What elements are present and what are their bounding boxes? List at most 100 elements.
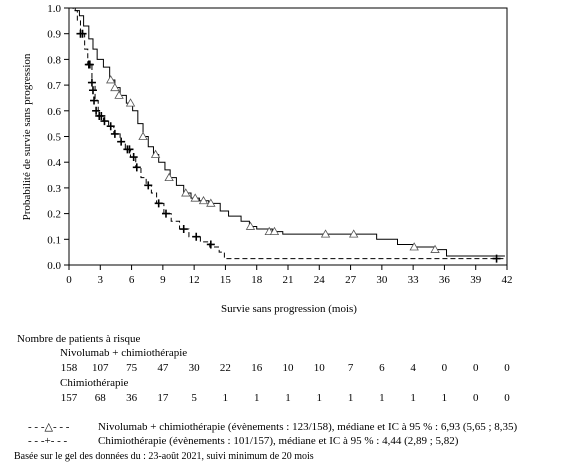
censor-marker-triangle bbox=[245, 221, 256, 230]
risk-count: 10 bbox=[282, 362, 294, 374]
y-tick-label: 0.0 bbox=[47, 260, 61, 272]
x-tick-label: 39 bbox=[470, 274, 482, 286]
y-tick-labels: 0.0 0.1 0.2 0.3 0.4 0.5 0.6 0.7 0.8 0.9 1.0 bbox=[47, 3, 69, 272]
risk-count: 1 bbox=[347, 392, 354, 404]
x-tick-label: 6 bbox=[129, 274, 135, 286]
km-chart: 0 3 6 9 12 15 18 21 24 27 30 33 36 39 42 0.00.10.20.30… bbox=[21, 3, 513, 315]
risk-row-nivolumab: 158 107 75 47 30 22 16 10 10 7 6 4 0 0 0 bbox=[0, 362, 572, 375]
y-tick-label: 0.6 bbox=[47, 106, 61, 118]
censor-marker-plus bbox=[154, 199, 163, 208]
censor-marker-plus bbox=[132, 163, 141, 172]
censor-marker-plus bbox=[117, 137, 126, 146]
x-tick-label: 3 bbox=[98, 274, 104, 286]
censor-marker-plus bbox=[125, 145, 134, 154]
plot-frame bbox=[68, 7, 508, 266]
censor-marker-plus bbox=[110, 129, 119, 138]
censor-marker-plus bbox=[92, 106, 101, 115]
y-axis-label: Probabilité de survie sans progression bbox=[21, 53, 33, 220]
censor-marker-plus bbox=[179, 225, 188, 234]
risk-count: 0 bbox=[504, 362, 510, 374]
risk-group-2-name: Chimiothérapie bbox=[60, 377, 129, 389]
censor-marker-plus bbox=[97, 111, 106, 120]
risk-group-1-name: Nivolumab + chimiothérapie bbox=[60, 347, 188, 359]
x-tick-label: 27 bbox=[345, 274, 357, 286]
series-line-chimio bbox=[69, 7, 505, 260]
censor-marker-triangle bbox=[110, 82, 120, 92]
censor-marker-plus bbox=[492, 254, 501, 263]
censor-marker-triangle bbox=[114, 90, 124, 99]
censor-marker-plus bbox=[144, 181, 153, 190]
x-tick-label: 24 bbox=[314, 274, 326, 286]
y-tick-label: 0.2 bbox=[47, 209, 61, 221]
censor-marker-triangle bbox=[320, 229, 331, 238]
censor-marker-plus bbox=[90, 96, 99, 105]
censor-marker-triangle bbox=[206, 198, 216, 207]
risk-row-chimio: 157 68 36 17 5 1 1 1 1 1 1 1 1 0 0 bbox=[0, 392, 572, 405]
legend-text-nivolumab: Nivolumab + chimiothérapie (évènements :… bbox=[98, 421, 518, 433]
risk-count: 1 bbox=[285, 392, 291, 404]
risk-count: 10 bbox=[313, 362, 325, 374]
x-tick-label: 30 bbox=[376, 274, 388, 286]
x-tick-label: 9 bbox=[160, 274, 166, 286]
censor-marker-triangle bbox=[106, 75, 116, 84]
censor-marker-triangle bbox=[269, 226, 280, 235]
risk-count: 4 bbox=[410, 362, 416, 374]
risk-count: 158 bbox=[60, 362, 78, 374]
legend-text-chimio: Chimiothérapie (évènements : 101/157), m… bbox=[98, 435, 459, 447]
y-tick-label: 0.3 bbox=[47, 183, 61, 195]
risk-count: 107 bbox=[92, 362, 109, 374]
risk-count: 157 bbox=[60, 392, 78, 404]
footnote: Basée sur le gel des données du : 23-aoû… bbox=[14, 451, 314, 462]
censor-marker-triangle bbox=[164, 172, 174, 182]
censor-marker-triangle bbox=[349, 229, 359, 238]
risk-count: 7 bbox=[347, 362, 354, 374]
risk-count: 22 bbox=[219, 362, 231, 374]
risk-count: 1 bbox=[222, 392, 229, 404]
y-tick-label: 0.4 bbox=[47, 157, 61, 169]
censor-marker-plus bbox=[206, 240, 215, 249]
risk-count: 75 bbox=[126, 362, 138, 374]
x-axis-label: Survie sans progression (mois) bbox=[221, 303, 357, 315]
legend-symbol-chimio: - - -+- - - bbox=[28, 435, 68, 447]
risk-count: 0 bbox=[504, 392, 510, 404]
chart-axes bbox=[68, 7, 508, 266]
x-tick-label: 36 bbox=[439, 274, 451, 286]
x-tick-label: 0 bbox=[66, 274, 72, 286]
x-tick-label: 21 bbox=[283, 274, 294, 286]
risk-count: 0 bbox=[472, 362, 479, 374]
censor-marker-triangle bbox=[181, 188, 191, 197]
x-tick-label: 18 bbox=[251, 274, 263, 286]
x-tick-label: 33 bbox=[408, 274, 420, 286]
censor-marker-triangle bbox=[125, 98, 136, 107]
risk-table-title: Nombre de patients à risque bbox=[17, 333, 141, 345]
censor-marker-plus bbox=[87, 78, 96, 87]
censor-marker-triangle bbox=[198, 195, 209, 205]
censor-marker-triangle bbox=[409, 242, 419, 251]
risk-count: 0 bbox=[472, 392, 479, 404]
x-tick-labels: 0 3 6 9 12 15 18 21 24 27 30 33 36 39 42 bbox=[66, 265, 513, 286]
risk-count: 47 bbox=[157, 362, 169, 374]
risk-count: 5 bbox=[191, 392, 197, 404]
censor-marker-triangle bbox=[190, 193, 200, 202]
risk-count: 0 bbox=[441, 362, 448, 374]
y-tick-label: 1.0 bbox=[47, 3, 61, 15]
risk-count: 68 bbox=[94, 392, 106, 404]
censor-marker-plus bbox=[88, 86, 97, 95]
series-lines bbox=[69, 7, 505, 260]
y-tick-label: 0.9 bbox=[47, 29, 61, 41]
censor-marker-plus bbox=[85, 60, 94, 69]
risk-count: 6 bbox=[379, 362, 385, 374]
risk-count: 1 bbox=[379, 392, 385, 404]
x-tick-label: 12 bbox=[189, 274, 200, 286]
censor-marker-plus bbox=[192, 232, 201, 241]
legend-symbol-nivolumab: - - -△- - - bbox=[28, 421, 70, 433]
risk-count: 1 bbox=[253, 392, 260, 404]
y-tick-label: 0.1 bbox=[47, 234, 61, 246]
risk-count: 1 bbox=[316, 392, 323, 404]
censor-marker-plus bbox=[106, 122, 115, 131]
risk-count: 16 bbox=[251, 362, 263, 374]
censor-marker-plus bbox=[161, 209, 170, 218]
censor-marker-plus bbox=[78, 29, 87, 38]
censor-marker-plus bbox=[129, 153, 138, 162]
risk-count: 1 bbox=[441, 392, 448, 404]
